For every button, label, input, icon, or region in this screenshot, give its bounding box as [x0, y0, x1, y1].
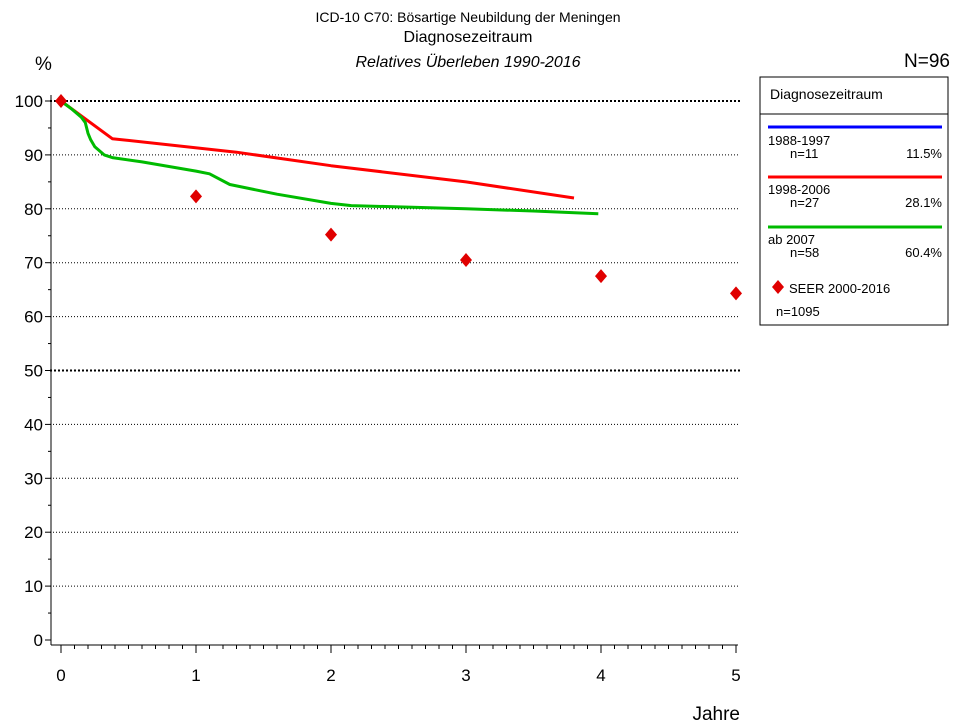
- legend-n-1998-2006: n=27: [790, 195, 819, 210]
- y-tick-label-100: 100: [15, 92, 43, 111]
- seer-marker-1: [190, 189, 202, 204]
- seer-marker-5: [730, 286, 742, 301]
- axes: [45, 95, 738, 653]
- series-line-2: [60, 99, 599, 216]
- legend-n-1988-1997: n=11: [790, 146, 818, 161]
- series-lines: [60, 99, 599, 216]
- y-tick-label-60: 60: [24, 308, 43, 327]
- n-total-label: N=96: [904, 51, 950, 72]
- chart-subtitle: Diagnosezeitraum: [404, 29, 533, 46]
- legend-pct-ab-2007: 60.4%: [905, 245, 942, 260]
- x-tick-label-0: 0: [56, 666, 65, 685]
- legend-pct-1988-1997: 11.5%: [906, 146, 942, 161]
- legend-name-ab-2007: ab 2007: [768, 232, 815, 247]
- chart-subtitle-2: Relatives Überleben 1990-2016: [355, 53, 580, 71]
- y-tick-label-90: 90: [24, 146, 43, 165]
- x-tick-label-5: 5: [731, 666, 740, 685]
- y-tick-label-10: 10: [24, 577, 43, 596]
- grid-lines: [50, 100, 740, 587]
- legend-name-seer: SEER 2000-2016: [789, 281, 890, 296]
- y-axis-unit: %: [35, 54, 52, 75]
- legend-n-seer: n=1095: [776, 304, 820, 319]
- legend-n-ab-2007: n=58: [790, 245, 819, 260]
- seer-marker-4: [595, 269, 607, 284]
- y-tick-label-20: 20: [24, 523, 43, 542]
- x-tick-label-3: 3: [461, 666, 470, 685]
- x-axis-label: Jahre: [692, 704, 740, 725]
- y-tick-label-0: 0: [34, 631, 43, 650]
- legend-name-1998-2006: 1998-2006: [768, 182, 830, 197]
- legend: Diagnosezeitraum 1988-1997 n=11 11.5% 19…: [759, 76, 949, 326]
- y-tick-label-30: 30: [24, 469, 43, 488]
- y-tick-label-40: 40: [24, 415, 43, 434]
- legend-name-1988-1997: 1988-1997: [768, 133, 830, 148]
- legend-diamond-icon: [772, 280, 784, 294]
- seer-marker-3: [460, 253, 472, 268]
- chart-title: ICD-10 C70: Bösartige Neubildung der Men…: [315, 9, 620, 25]
- legend-title: Diagnosezeitraum: [770, 86, 883, 102]
- y-tick-label-70: 70: [24, 254, 43, 273]
- x-tick-label-2: 2: [326, 666, 335, 685]
- seer-markers: [55, 94, 742, 301]
- y-tick-label-50: 50: [24, 362, 43, 381]
- series-line-1: [60, 99, 575, 200]
- x-tick-label-1: 1: [191, 666, 200, 685]
- seer-marker-0: [55, 94, 67, 108]
- tick-labels: 0 10 20 30 40 50 60 70 80 90 100 0 1 2 3 4 5: [15, 92, 741, 685]
- y-tick-label-80: 80: [24, 200, 43, 219]
- legend-box: [759, 76, 949, 326]
- seer-marker-2: [325, 227, 337, 242]
- x-tick-label-4: 4: [596, 666, 605, 685]
- legend-pct-1998-2006: 28.1%: [905, 195, 942, 210]
